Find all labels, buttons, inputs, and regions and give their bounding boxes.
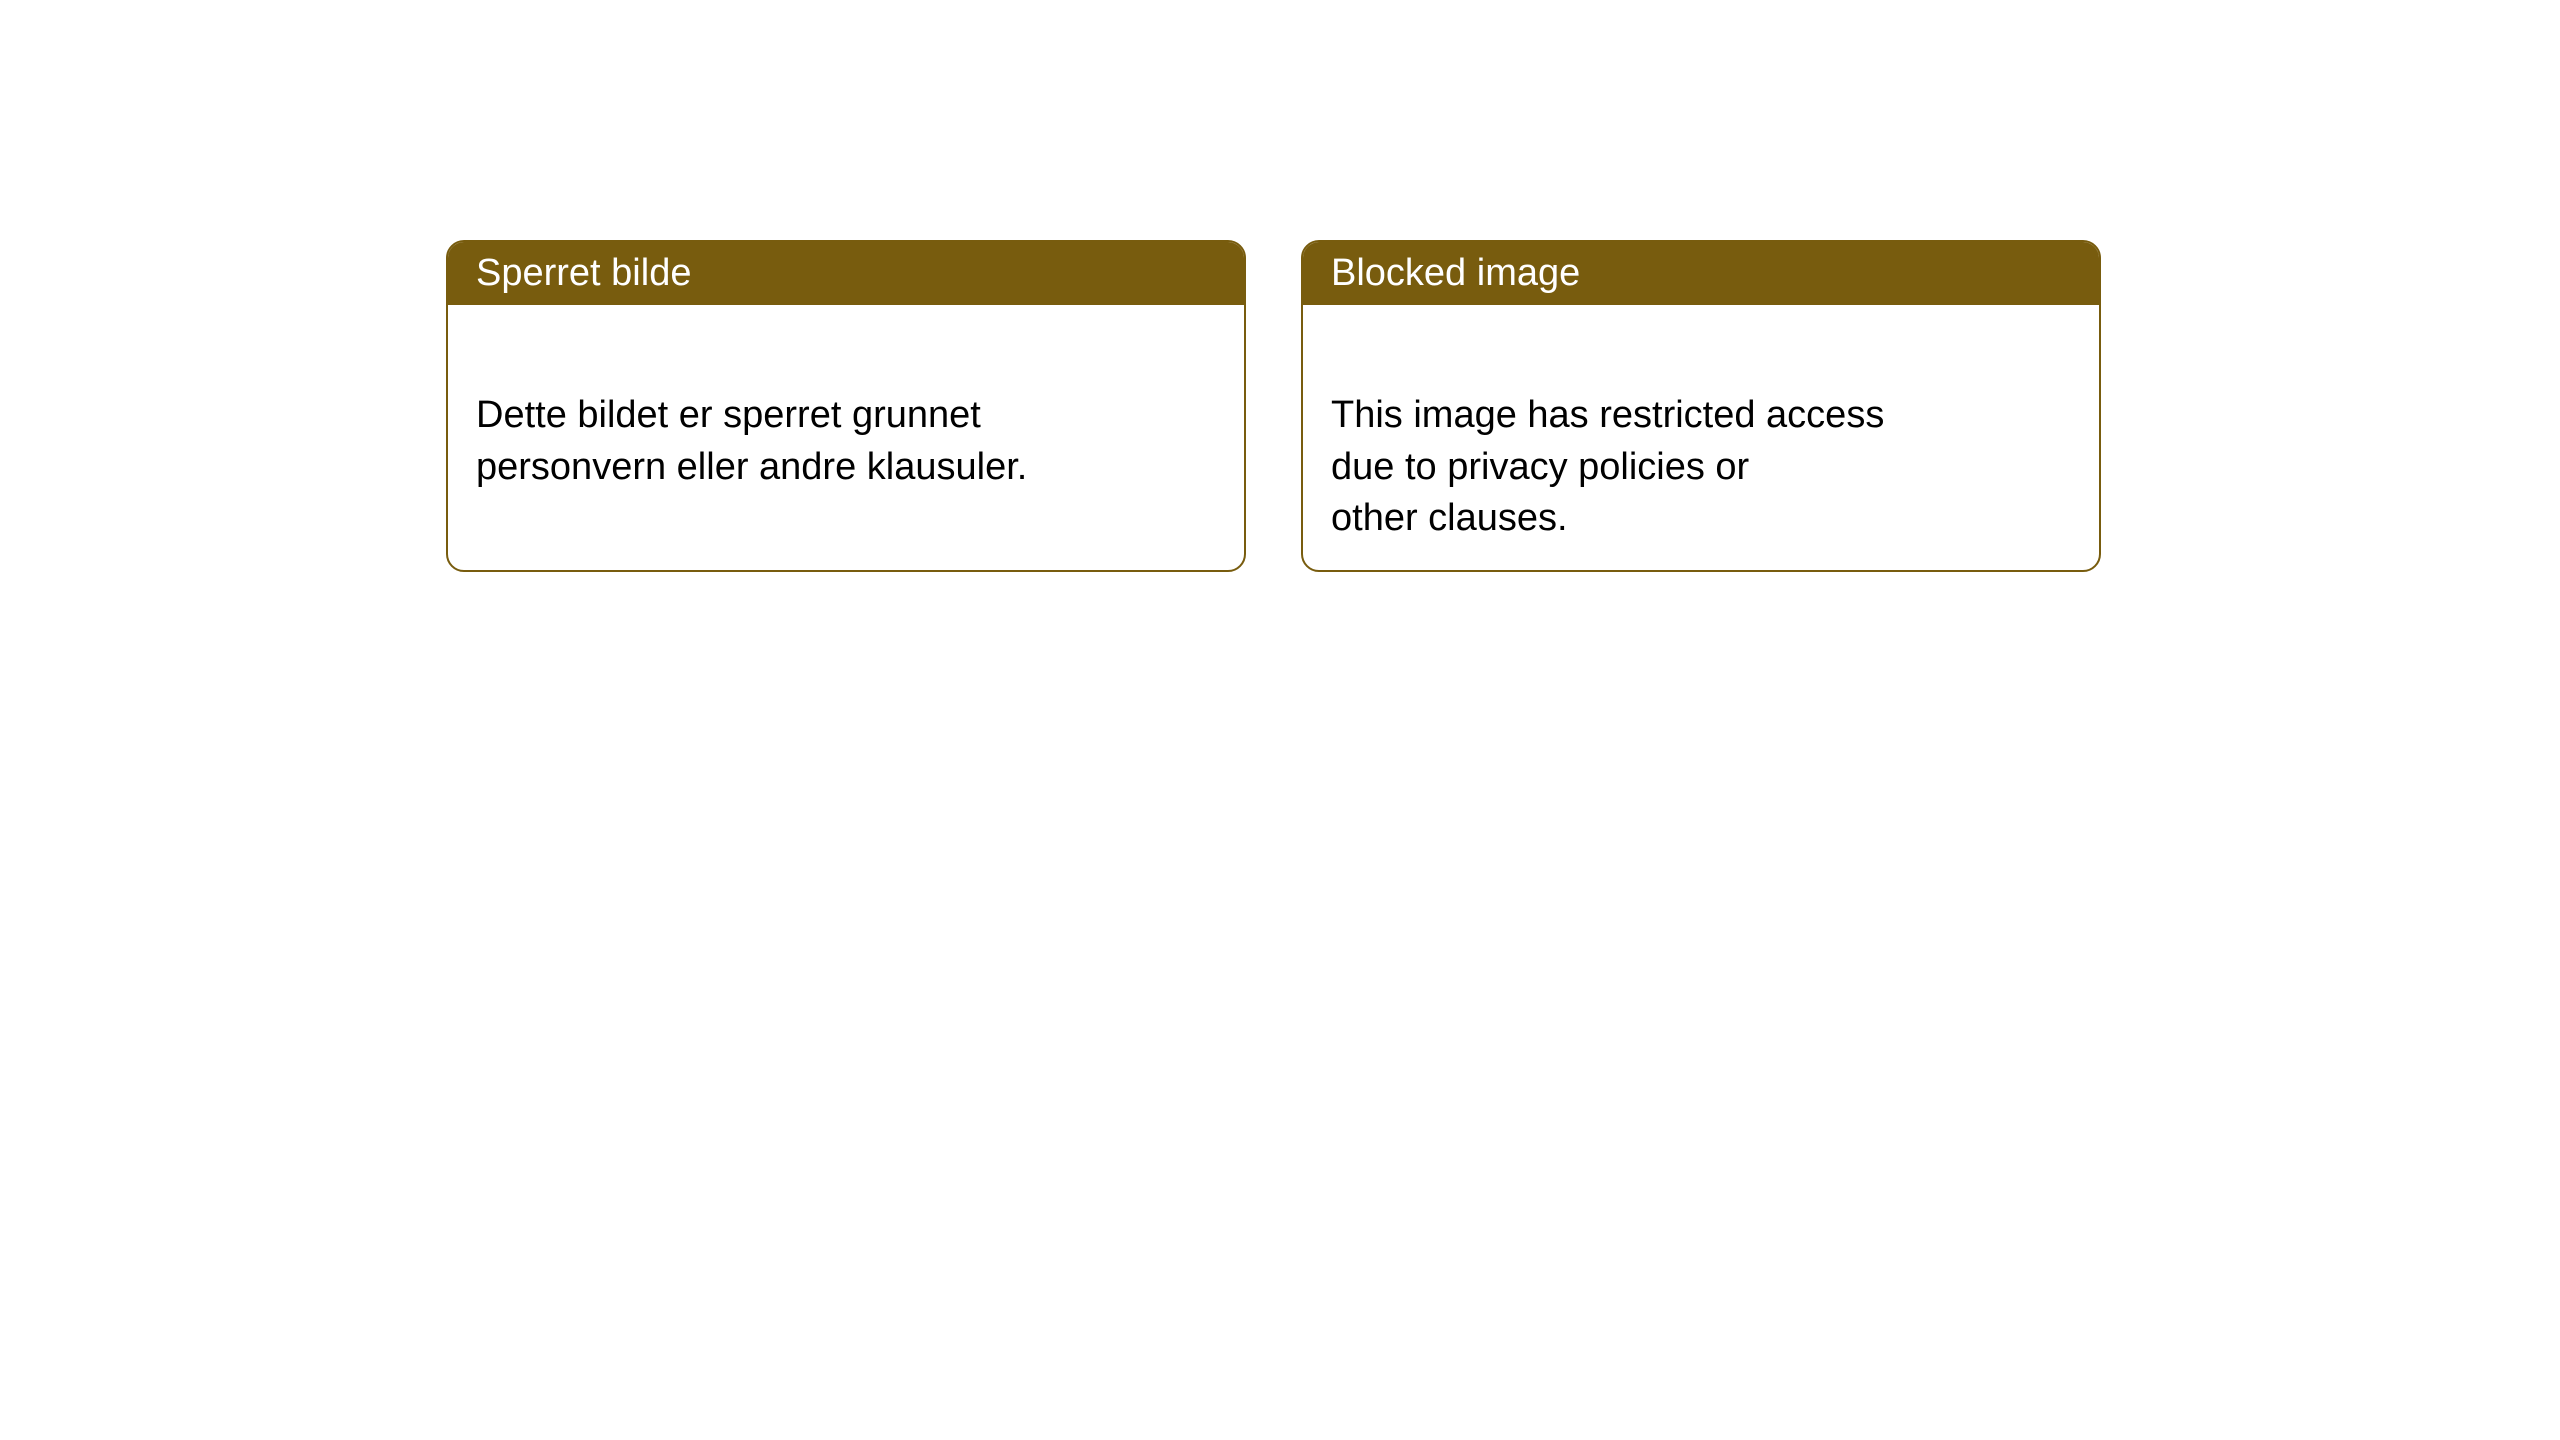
- card-header: Sperret bilde: [448, 242, 1244, 305]
- notice-container: Sperret bilde Dette bildet er sperret gr…: [0, 0, 2560, 572]
- card-title: Sperret bilde: [476, 252, 691, 294]
- card-body-text: This image has restricted access due to …: [1331, 394, 1884, 539]
- card-header: Blocked image: [1303, 242, 2099, 305]
- blocked-image-card-en: Blocked image This image has restricted …: [1301, 240, 2101, 572]
- card-body: This image has restricted access due to …: [1303, 305, 2099, 572]
- card-body-text: Dette bildet er sperret grunnet personve…: [476, 394, 1027, 487]
- blocked-image-card-no: Sperret bilde Dette bildet er sperret gr…: [446, 240, 1246, 572]
- card-title: Blocked image: [1331, 252, 1580, 294]
- card-body: Dette bildet er sperret grunnet personve…: [448, 305, 1244, 527]
